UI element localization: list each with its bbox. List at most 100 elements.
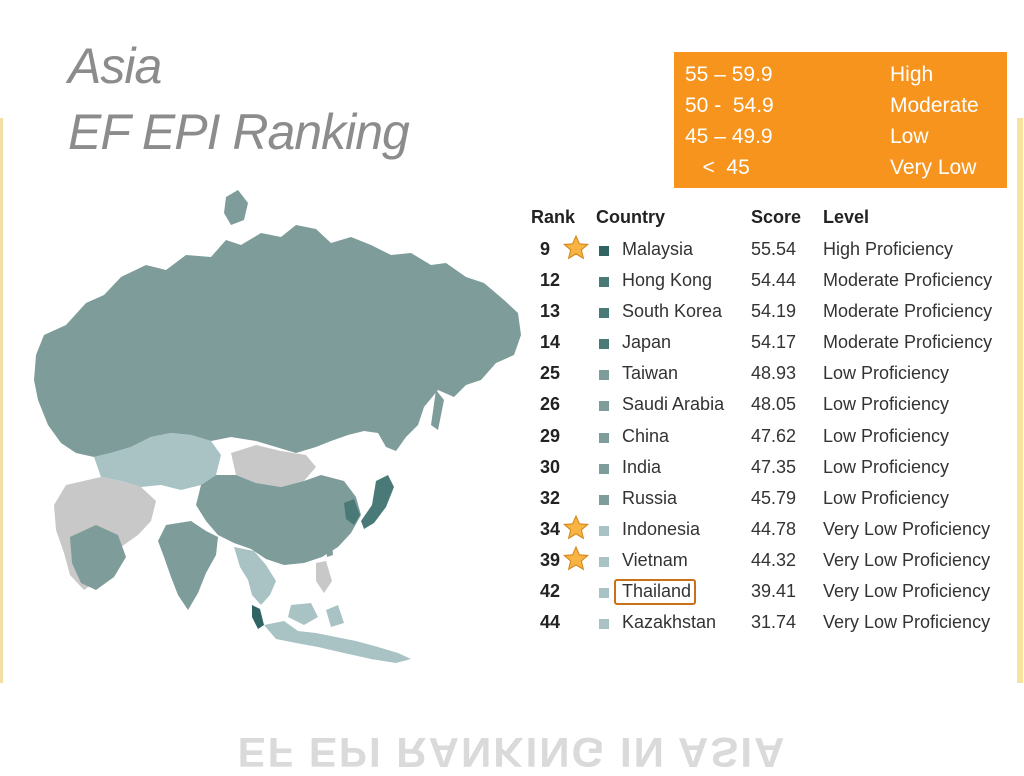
- score-cell: 48.93: [751, 363, 797, 384]
- legend-range: 45 – 49.9: [685, 125, 773, 148]
- level-swatch: [599, 370, 609, 381]
- level-swatch: [599, 588, 609, 599]
- country-cell: Kazakhstan: [622, 612, 717, 633]
- level-cell: Very Low Proficiency: [823, 549, 991, 570]
- country-cell: Indonesia: [622, 518, 701, 539]
- rank-cell: 14: [540, 332, 561, 353]
- map-mongolia: [231, 445, 316, 487]
- rank-cell: 25: [540, 363, 561, 384]
- right-accent-bar: [1017, 118, 1023, 683]
- rank-cell: 34: [540, 518, 561, 539]
- score-cell: 55.54: [751, 239, 797, 259]
- score-cell: 44.32: [751, 549, 797, 570]
- score-cell: 54.17: [751, 332, 797, 353]
- score-legend: 55 – 59.9 High 50 - 54.9 Moderate 45 – 4…: [674, 52, 1007, 188]
- level-cell: Moderate Proficiency: [823, 332, 993, 353]
- rank-cell: 42: [540, 581, 561, 602]
- level-cell: Very Low Proficiency: [823, 612, 991, 633]
- legend-row-very-low: < 45 Very Low: [685, 154, 997, 185]
- country-cell: India: [622, 456, 662, 477]
- map-saudi-arabia: [70, 525, 126, 590]
- score-cell: 44.78: [751, 518, 797, 539]
- level-cell: Low Proficiency: [823, 487, 950, 508]
- legend-row-high: 55 – 59.9 High: [685, 61, 997, 92]
- map-se-asia: [234, 547, 276, 605]
- rank-cell: 13: [540, 301, 561, 322]
- level-swatch: [599, 463, 609, 474]
- level-cell: Very Low Proficiency: [823, 581, 991, 602]
- title-line-1: Asia: [68, 38, 162, 94]
- country-cell: Vietnam: [622, 549, 688, 570]
- rank-cell: 32: [540, 487, 561, 508]
- score-cell: 47.35: [751, 456, 797, 477]
- level-swatch: [599, 401, 609, 412]
- score-cell: 48.05: [751, 394, 797, 415]
- map-island: [224, 190, 248, 225]
- level-swatch: [599, 432, 609, 443]
- rank-cell: 39: [540, 549, 561, 570]
- score-cell: 31.74: [751, 612, 797, 633]
- legend-label: Low: [890, 125, 929, 148]
- level-cell: Low Proficiency: [823, 456, 950, 477]
- rank-cell: 9: [540, 239, 551, 259]
- legend-label: Very Low: [890, 156, 977, 179]
- country-cell: Taiwan: [622, 363, 679, 384]
- highlight-box: [614, 579, 696, 606]
- score-cell: 45.79: [751, 487, 797, 508]
- map-island: [326, 605, 344, 627]
- rank-cell: 12: [540, 270, 561, 291]
- level-cell: Moderate Proficiency: [823, 301, 993, 322]
- map-japan: [361, 475, 394, 529]
- map-china: [196, 475, 361, 565]
- legend-row-moderate: 50 - 54.9 Moderate: [685, 92, 997, 123]
- legend-range: 55 – 59.9: [685, 63, 773, 86]
- map-island: [288, 603, 318, 625]
- map-korea: [344, 499, 360, 525]
- header-score: Score: [751, 207, 802, 227]
- map-russia: [34, 225, 521, 457]
- score-cell: 39.41: [751, 581, 797, 602]
- level-cell: High Proficiency: [823, 239, 954, 259]
- level-cell: Very Low Proficiency: [823, 518, 991, 539]
- country-cell: Thailand: [622, 581, 692, 602]
- star-icon: [562, 234, 590, 260]
- rank-cell: 29: [540, 425, 561, 446]
- level-swatch: [599, 339, 609, 350]
- star-icon: [562, 545, 590, 571]
- score-cell: 54.44: [751, 270, 797, 291]
- slide-title: Asia EF EPI Ranking: [68, 36, 410, 162]
- legend-label: Moderate: [890, 94, 979, 117]
- country-cell: Malaysia: [622, 239, 694, 259]
- level-swatch: [599, 525, 609, 536]
- legend-row-low: 45 – 49.9 Low: [685, 123, 997, 154]
- level-cell: Low Proficiency: [823, 425, 950, 446]
- level-swatch: [599, 619, 609, 630]
- score-cell: 54.19: [751, 301, 797, 322]
- rank-cell: 30: [540, 456, 561, 477]
- level-swatch: [599, 308, 609, 319]
- country-cell: Russia: [622, 487, 678, 508]
- map-island: [361, 257, 386, 277]
- score-cell: 47.62: [751, 425, 797, 446]
- rank-cell: 26: [540, 394, 561, 415]
- level-cell: Moderate Proficiency: [823, 270, 993, 291]
- legend-range: 50 - 54.9: [685, 94, 774, 117]
- star-icon: [562, 514, 590, 540]
- country-cell: Japan: [622, 332, 672, 353]
- country-cell: Hong Kong: [622, 270, 713, 291]
- left-accent-bar: [0, 118, 3, 683]
- header-rank: Rank: [531, 207, 576, 227]
- map-philippines: [316, 561, 332, 593]
- map-taiwan: [326, 543, 333, 557]
- level-cell: Low Proficiency: [823, 363, 950, 384]
- country-cell: South Korea: [622, 301, 723, 322]
- map-kazakhstan: [94, 433, 221, 490]
- title-line-2: EF EPI Ranking: [68, 104, 410, 160]
- level-cell: Low Proficiency: [823, 394, 950, 415]
- level-swatch: [599, 556, 609, 567]
- level-swatch: [599, 494, 609, 505]
- rank-cell: 44: [540, 612, 561, 633]
- reflected-caption: EF EPI RANKING IN ASIA: [237, 729, 787, 776]
- country-cell: Saudi Arabia: [622, 394, 725, 415]
- map-indonesia: [264, 621, 411, 663]
